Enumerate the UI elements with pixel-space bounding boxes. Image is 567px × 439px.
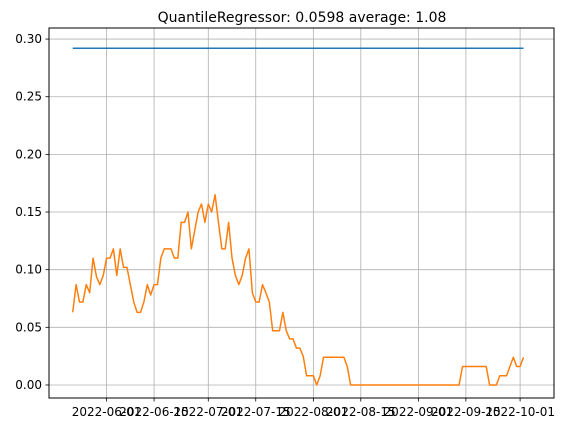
x-tick-label: 2022-07-01 (173, 405, 243, 419)
x-tick-label: 2022-09-01 (384, 405, 454, 419)
x-tick-label: 2022-06-01 (72, 405, 142, 419)
y-tick-label: 0.20 (15, 147, 42, 161)
x-tick-label: 2022-08-01 (278, 405, 348, 419)
y-tick-label: 0.25 (15, 90, 42, 104)
x-tick-label: 2022-09-15 (431, 405, 501, 419)
ticks: 0.000.050.100.150.200.250.302022-06-0120… (15, 32, 555, 419)
lines (71, 47, 525, 386)
y-tick-label: 0.05 (15, 320, 42, 334)
axes-frame (48, 27, 555, 399)
x-tick-label: 2022-07-15 (221, 405, 291, 419)
series-line (71, 193, 525, 386)
grid (49, 28, 554, 398)
x-tick-label: 2022-10-01 (485, 405, 555, 419)
x-tick-label: 2022-06-15 (119, 405, 189, 419)
chart-title: QuantileRegressor: 0.0598 average: 1.08 (158, 10, 447, 26)
y-tick-label: 0.00 (15, 378, 42, 392)
y-tick-label: 0.15 (15, 205, 42, 219)
y-tick-label: 0.10 (15, 263, 42, 277)
x-tick-label: 2022-08-15 (326, 405, 396, 419)
y-tick-label: 0.30 (15, 32, 42, 46)
